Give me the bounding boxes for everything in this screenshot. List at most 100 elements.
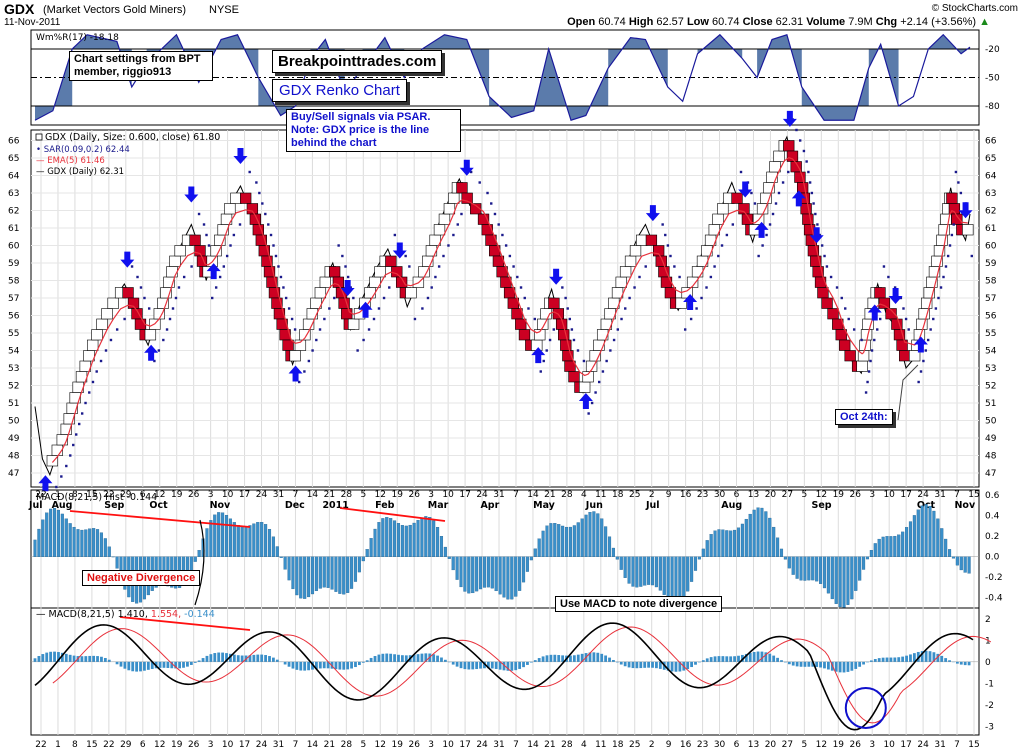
macd-hist-bar	[299, 661, 303, 671]
sar-dot	[284, 296, 288, 300]
divergence-line-1	[69, 510, 251, 528]
price-tick-label-left: 50	[8, 417, 20, 427]
x-tick-label-bottom: 10	[442, 740, 454, 750]
x-tick-label: 17	[239, 490, 250, 500]
sar-dot	[229, 244, 232, 247]
x-tick-label: 15	[86, 490, 97, 500]
sar-dot	[942, 275, 945, 279]
x-tick-label-bottom: 12	[816, 740, 827, 750]
sar-dot	[533, 317, 536, 321]
x-tick-label-bottom: 6	[140, 740, 146, 750]
macd-hist-bar	[166, 661, 170, 668]
sell-arrow-icon	[958, 202, 973, 219]
x-tick-label: 7	[954, 490, 960, 500]
macd-hist-bar	[522, 661, 525, 668]
macd-hist-bar	[475, 661, 479, 670]
x-tick-label-bottom: 16	[680, 740, 692, 750]
renko-brick-up	[717, 203, 729, 215]
hist-bar	[60, 513, 64, 557]
sar-dot	[519, 286, 523, 289]
x-tick-label-bottom: 19	[833, 740, 845, 750]
brand-label: Breakpointtrades.com	[272, 50, 443, 73]
hist-bar	[549, 523, 553, 557]
macd-hist-bar	[150, 661, 154, 669]
sar-dot	[225, 254, 229, 258]
macd-hist-bar	[377, 654, 381, 662]
hist-bar	[736, 527, 741, 557]
buy-arrow-icon	[683, 294, 698, 310]
macd-hist-bar	[467, 661, 471, 670]
price-tick-label-left: 60	[8, 242, 20, 252]
hist-bar	[463, 556, 467, 592]
hist-bar	[37, 528, 41, 557]
macd-hist-bar	[909, 654, 912, 662]
sar-dot	[689, 317, 693, 321]
x-month-label: Nov	[954, 500, 975, 511]
hist-bar	[248, 525, 252, 557]
hist-bar	[936, 518, 940, 557]
hist-bar	[615, 556, 619, 560]
hist-bar	[596, 513, 600, 557]
macd-hist-bar	[393, 654, 396, 662]
hist-bar	[76, 529, 80, 557]
renko-brick-up	[636, 234, 648, 246]
hist-bar	[740, 523, 744, 557]
hist-bar	[264, 524, 268, 557]
hist-bar	[45, 512, 49, 557]
hist-bar	[588, 512, 592, 557]
sar-dot	[866, 380, 869, 384]
macd-bottom-circle	[844, 687, 887, 729]
signals-note: Buy/Sell signals via PSAR. Note: GDX pri…	[286, 109, 461, 152]
hist-bar	[576, 522, 580, 557]
macd-hist-bar	[315, 661, 318, 669]
source-link[interactable]: © StockCharts.com	[931, 3, 1018, 14]
hist-bar	[553, 523, 557, 557]
renko-brick-down	[839, 339, 851, 351]
hist-bar	[850, 556, 854, 600]
macd-hist-bar	[139, 661, 142, 672]
sell-arrow-icon	[645, 205, 660, 222]
macd-hist-bar	[772, 655, 776, 662]
hist-bar	[772, 526, 776, 557]
x-tick-label: 27	[782, 490, 793, 500]
sar-dot	[731, 223, 735, 226]
sar-dot	[929, 328, 932, 331]
macd-hist-bar	[205, 655, 209, 662]
x-tick-label-bottom: 4	[581, 740, 587, 750]
renko-brick-up	[856, 360, 868, 372]
sar-dot	[847, 317, 850, 321]
sar-dot	[72, 443, 75, 447]
hist-bar	[107, 546, 111, 557]
sar-dot	[570, 328, 574, 331]
sar-dot	[924, 349, 927, 352]
macd-hist-bar	[713, 656, 717, 662]
hist-bar	[361, 556, 365, 562]
macd-hist-bar	[37, 656, 41, 662]
macd-hist-bar	[479, 661, 482, 669]
macd-hist-bar	[291, 661, 295, 669]
hist-bar	[834, 556, 838, 604]
hist-bar	[967, 556, 971, 574]
x-tick-label: 26	[188, 490, 200, 500]
ema-line	[51, 156, 968, 463]
x-tick-label-bottom: 26	[408, 740, 420, 750]
renko-brick-up	[153, 308, 165, 320]
macd-hist-bar	[889, 657, 893, 662]
macd-hist-bar	[342, 661, 346, 670]
renko-brick-up	[210, 245, 222, 257]
macd-hist-bar	[510, 661, 514, 671]
renko-brick-up	[314, 287, 327, 299]
hist-bar	[420, 517, 424, 557]
x-tick-label-bottom: 21	[544, 740, 555, 750]
price-tick-label: 65	[985, 154, 996, 164]
hist-bar	[658, 556, 662, 591]
hist-bar	[357, 556, 361, 573]
x-tick-label-bottom: 11	[595, 740, 606, 750]
renko-brick-down	[885, 308, 897, 320]
x-tick-label-bottom: 7	[293, 740, 299, 750]
price-tick-label: 62	[985, 207, 996, 217]
macd-hist-bar	[963, 661, 967, 666]
x-tick-label: 5	[360, 490, 366, 500]
sar-dot	[852, 328, 856, 331]
sar-dot	[60, 475, 63, 478]
